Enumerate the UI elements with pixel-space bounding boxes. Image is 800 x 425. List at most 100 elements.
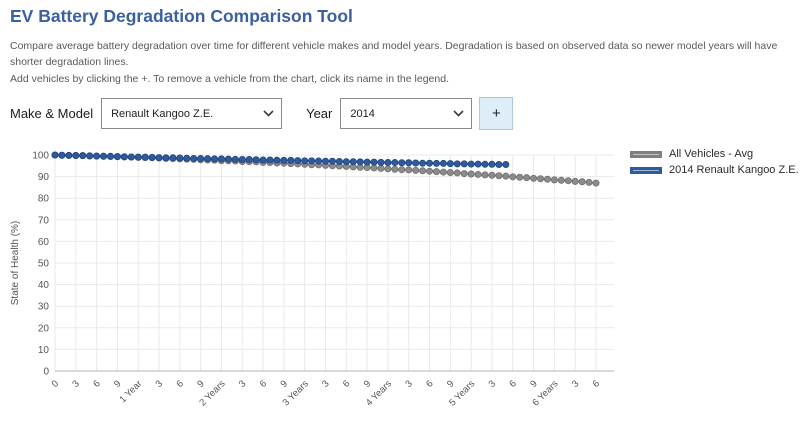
data-point	[155, 154, 163, 162]
svg-text:6: 6	[91, 378, 103, 390]
svg-text:9: 9	[112, 378, 124, 390]
data-point	[495, 172, 503, 180]
data-point	[370, 158, 378, 166]
legend-item-all-vehicles-avg[interactable]: All Vehicles - Avg	[630, 148, 799, 160]
data-point	[460, 160, 468, 168]
y-axis-title: State of Health (%)	[10, 221, 21, 305]
data-point	[120, 153, 128, 161]
data-point	[377, 158, 385, 166]
data-point	[391, 165, 399, 173]
legend-swatch-icon	[630, 150, 662, 158]
data-point	[86, 152, 94, 160]
data-point	[190, 154, 198, 162]
svg-text:9: 9	[445, 378, 457, 390]
svg-text:20: 20	[38, 323, 50, 334]
svg-text:6: 6	[424, 378, 436, 390]
make-model-select-wrap: Renault Kangoo Z.E.	[101, 98, 283, 129]
data-point	[592, 179, 600, 187]
svg-text:3: 3	[403, 378, 415, 390]
data-point	[384, 159, 392, 167]
data-point	[127, 153, 135, 161]
legend: All Vehicles - Avg 2014 Renault Kangoo Z.…	[630, 148, 799, 180]
svg-text:60: 60	[38, 237, 50, 248]
data-point	[176, 154, 184, 162]
svg-text:0: 0	[43, 367, 49, 378]
svg-text:6: 6	[591, 378, 603, 390]
data-point	[412, 159, 420, 167]
data-point	[481, 160, 489, 168]
svg-text:80: 80	[38, 194, 50, 205]
svg-text:90: 90	[38, 172, 50, 183]
data-point	[51, 151, 59, 159]
svg-text:3: 3	[320, 378, 332, 390]
data-point	[335, 157, 343, 165]
data-point	[287, 156, 295, 164]
make-model-label: Make & Model	[10, 106, 94, 121]
data-point	[446, 168, 454, 176]
data-point	[537, 175, 545, 183]
svg-text:9: 9	[278, 378, 290, 390]
data-point	[564, 177, 572, 185]
data-point	[273, 156, 281, 164]
data-point	[502, 161, 510, 169]
data-point	[100, 152, 108, 160]
data-point	[377, 164, 385, 172]
data-point	[252, 156, 260, 164]
data-point	[467, 170, 475, 178]
instructions-text: Add vehicles by clicking the +. To remov…	[10, 73, 449, 85]
svg-text:9: 9	[528, 378, 540, 390]
data-point	[280, 156, 288, 164]
svg-text:6: 6	[174, 378, 186, 390]
data-point	[141, 153, 149, 161]
svg-text:10: 10	[38, 345, 50, 356]
data-point	[550, 176, 558, 184]
svg-text:1 Year: 1 Year	[118, 378, 145, 405]
data-point	[557, 176, 565, 184]
data-point	[502, 172, 510, 180]
year-label: Year	[306, 106, 333, 121]
year-select[interactable]: 2014	[340, 98, 473, 129]
svg-text:3: 3	[70, 378, 82, 390]
data-point	[391, 159, 399, 167]
svg-text:6: 6	[341, 378, 353, 390]
svg-text:70: 70	[38, 215, 50, 226]
data-point	[266, 156, 274, 164]
data-point	[453, 169, 461, 177]
make-model-select[interactable]: Renault Kangoo Z.E.	[101, 98, 283, 129]
data-point	[93, 152, 101, 160]
data-point	[585, 178, 593, 186]
data-point	[197, 154, 205, 162]
legend-item-2014-renault-kangoo-z-e-[interactable]: 2014 Renault Kangoo Z.E.	[630, 164, 799, 176]
data-point	[530, 174, 538, 182]
data-point	[523, 174, 531, 182]
description-text: Compare average battery degradation over…	[10, 40, 778, 69]
svg-text:40: 40	[38, 280, 50, 291]
page-title: EV Battery Degradation Comparison Tool	[10, 6, 353, 26]
data-point	[495, 161, 503, 169]
data-point	[453, 160, 461, 168]
data-point	[58, 151, 66, 159]
data-point	[571, 177, 579, 185]
data-point	[426, 159, 434, 167]
series-2014-renault-kangoo-z-e-	[51, 151, 510, 169]
svg-text:9: 9	[195, 378, 207, 390]
data-point	[79, 152, 87, 160]
data-point	[432, 159, 440, 167]
data-point	[204, 155, 212, 163]
data-point	[211, 155, 219, 163]
data-point	[363, 158, 371, 166]
data-point	[134, 153, 142, 161]
data-point	[162, 154, 170, 162]
data-point	[460, 170, 468, 178]
data-point	[148, 153, 156, 161]
data-point	[426, 167, 434, 175]
data-point	[370, 164, 378, 172]
svg-text:100: 100	[32, 151, 49, 162]
data-point	[446, 160, 454, 168]
data-point	[238, 156, 246, 164]
data-point	[342, 158, 350, 166]
data-point	[405, 159, 413, 167]
add-vehicle-button[interactable]: +	[479, 97, 514, 130]
svg-text:3: 3	[487, 378, 499, 390]
data-point	[398, 166, 406, 174]
